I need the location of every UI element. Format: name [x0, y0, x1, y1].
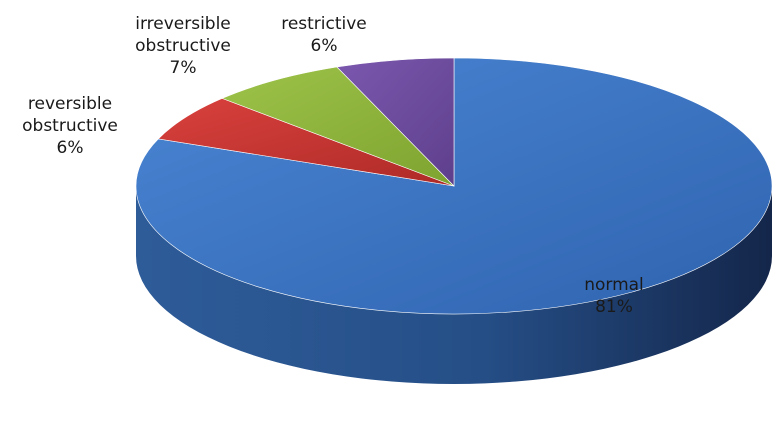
pie-label-name: obstructive [135, 36, 231, 56]
pie-side-walls [136, 186, 772, 384]
pie-slices [135, 57, 772, 315]
pie-labels: normal81%reversibleobstructive6%irrevers… [22, 14, 644, 317]
pie-label-value: 6% [57, 138, 84, 158]
pie-label-value: 81% [595, 297, 633, 317]
pie-label-name: reversible [28, 94, 112, 114]
pie-label-name: normal [584, 275, 644, 295]
pie-side-normal [136, 186, 772, 384]
pie-label-name: irreversible [135, 14, 231, 34]
pie-slice-reversible-obstructive [157, 98, 455, 187]
pie-label-name: obstructive [22, 116, 118, 136]
pie-label-name: restrictive [281, 14, 367, 34]
pie-slice-normal [135, 57, 772, 315]
pie-slice-restrictive [336, 57, 455, 187]
pie-slice-irreversible-obstructive [221, 66, 455, 187]
pie-label-value: 7% [170, 58, 197, 78]
pie-label-value: 6% [311, 36, 338, 56]
